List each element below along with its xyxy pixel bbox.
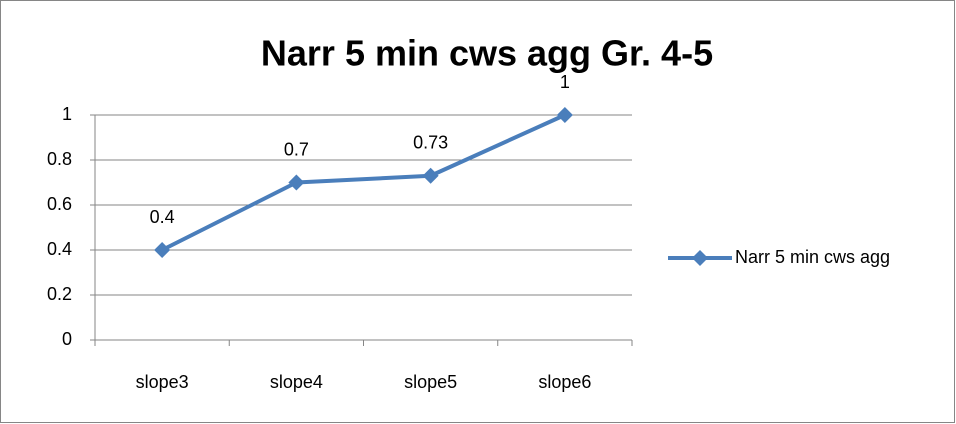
marker [288, 174, 305, 191]
x-tick-label: slope3 [136, 372, 189, 392]
y-tick-label: 0 [62, 329, 72, 349]
x-tick-label: slope4 [270, 372, 323, 392]
y-tick-label: 0.4 [47, 239, 72, 259]
legend-marker [692, 250, 708, 266]
series-line [161, 113, 566, 252]
y-tick-label: 0.2 [47, 284, 72, 304]
data-label: 0.7 [284, 139, 309, 159]
data-label: 1 [560, 72, 570, 92]
marker [154, 242, 171, 258]
x-tick-label: slope6 [538, 372, 591, 392]
y-tick-label: 1 [62, 104, 72, 124]
x-tick-label: slope5 [404, 372, 457, 392]
chart-title: Narr 5 min cws agg Gr. 4-5 [261, 33, 713, 74]
data-label: 0.4 [150, 207, 175, 227]
marker [556, 107, 573, 123]
y-tick-label: 0.8 [47, 149, 72, 169]
y-tick-label: 0.6 [47, 194, 72, 214]
marker [422, 167, 439, 184]
data-label: 0.73 [413, 133, 448, 153]
legend-label: Narr 5 min cws agg [735, 247, 890, 267]
